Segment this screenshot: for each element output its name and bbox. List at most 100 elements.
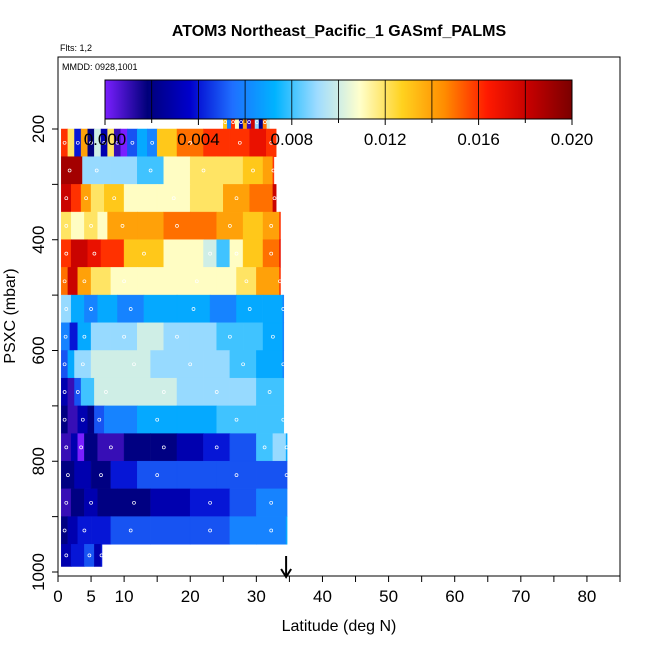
heatmap-cell — [285, 516, 288, 545]
heatmap-cell — [176, 350, 204, 379]
heatmap-cell — [189, 322, 217, 351]
sample-point — [122, 279, 126, 284]
heatmap-cell — [77, 267, 92, 296]
sample-point — [79, 445, 83, 450]
heatmap-cell — [117, 350, 151, 379]
heatmap-cell — [282, 377, 285, 407]
heatmap-cell — [104, 405, 138, 434]
sample-point — [161, 390, 166, 394]
sample-point — [75, 390, 80, 394]
heatmap-cell — [189, 516, 231, 545]
y-tick-label: 400 — [29, 226, 48, 254]
heatmap-cell — [249, 128, 267, 157]
heatmap-cell — [176, 267, 217, 296]
y-axis-label: PSXC (mbar) — [2, 268, 19, 363]
heatmap-cell — [87, 239, 102, 268]
sample-point — [208, 251, 212, 256]
heatmap-cell — [97, 211, 108, 241]
sample-point — [112, 196, 117, 201]
heatmap-cell — [61, 128, 69, 157]
sample-point — [281, 362, 286, 367]
sample-point — [80, 362, 85, 367]
sample-point — [188, 140, 193, 145]
heatmap-cell — [189, 184, 224, 213]
sample-point — [92, 251, 97, 256]
chart-title: ATOM3 Northeast_Pacific_1 GASmf_PALMS — [172, 23, 507, 40]
sample-point — [223, 120, 228, 124]
heatmap-cell — [156, 128, 178, 157]
sample-point — [89, 224, 93, 228]
heatmap-cell — [282, 322, 285, 351]
heatmap-cell — [262, 239, 280, 268]
heatmap-cell — [143, 294, 178, 324]
heatmap-cell — [110, 156, 138, 185]
sample-point — [142, 251, 146, 256]
heatmap-cell — [137, 322, 164, 351]
heatmap-cell — [262, 294, 284, 324]
heatmap-cell — [61, 184, 72, 213]
heatmap-cell — [189, 156, 217, 185]
heatmap-cell — [256, 350, 284, 379]
x-tick-label: 20 — [181, 587, 200, 606]
sample-point — [161, 445, 166, 450]
heatmap-cell — [150, 516, 191, 545]
axes: 0 5 10 20 30 40 50 60 70 80 200 400 600 800 1000 — [29, 115, 621, 606]
heatmap-cell — [94, 377, 118, 407]
sample-point — [244, 279, 249, 284]
x-tick-label: 60 — [445, 587, 464, 606]
heatmap-cell — [84, 544, 95, 567]
heatmap-cell — [74, 460, 92, 490]
heatmap-cell — [117, 294, 145, 324]
heatmap-cell — [176, 128, 204, 157]
heatmap-cell — [61, 405, 69, 434]
sample-point — [64, 445, 69, 450]
heatmap-cell — [104, 184, 125, 213]
y-tick-label: 1000 — [29, 553, 48, 591]
heatmap-cell — [69, 322, 79, 351]
heatmap-cell — [256, 377, 284, 407]
heatmap-cell — [242, 156, 264, 185]
heatmap-cell — [74, 350, 92, 379]
heatmap-cell — [279, 211, 281, 241]
heatmap-cell — [137, 405, 178, 434]
heatmap-cell — [262, 322, 284, 351]
heatmap-cell — [216, 460, 257, 490]
sample-point — [237, 140, 242, 145]
sample-point — [63, 334, 68, 339]
heatmap-cell — [90, 460, 112, 490]
sample-point — [130, 140, 135, 145]
x-tick-label: 5 — [86, 587, 95, 606]
sample-point — [269, 224, 274, 228]
sample-point — [269, 251, 274, 256]
heatmap-cell — [229, 239, 244, 268]
heatmap-cell — [70, 184, 82, 213]
heatmap-cell — [84, 211, 98, 241]
heatmap-cell — [150, 488, 191, 517]
heatmap-cell — [61, 267, 69, 296]
heatmap-cell — [282, 405, 285, 434]
sample-point — [75, 140, 80, 145]
heatmap-cell — [137, 211, 164, 241]
heatmap-cell — [150, 350, 178, 379]
heatmap-cell — [110, 516, 151, 545]
heatmap-cell — [150, 377, 178, 407]
heatmap-cell — [84, 488, 98, 517]
sample-point — [278, 279, 282, 284]
heatmap-cell — [282, 350, 285, 379]
heatmap-cell — [137, 156, 164, 185]
sample-point — [281, 307, 286, 311]
x-tick-label: 10 — [115, 587, 134, 606]
sample-point — [155, 473, 160, 477]
heatmap-cell — [262, 211, 280, 241]
heatmap-cell — [256, 488, 287, 517]
sample-point — [188, 362, 193, 367]
heatmap-cell — [90, 184, 105, 213]
sample-point — [208, 528, 212, 533]
heatmap-cell — [229, 350, 257, 379]
sample-point — [102, 140, 107, 145]
sample-point — [62, 362, 67, 367]
sample-point — [132, 500, 136, 505]
sample-point — [89, 307, 93, 311]
sample-point — [62, 417, 67, 422]
colorbar-tick-label: 0.000 — [84, 130, 127, 149]
